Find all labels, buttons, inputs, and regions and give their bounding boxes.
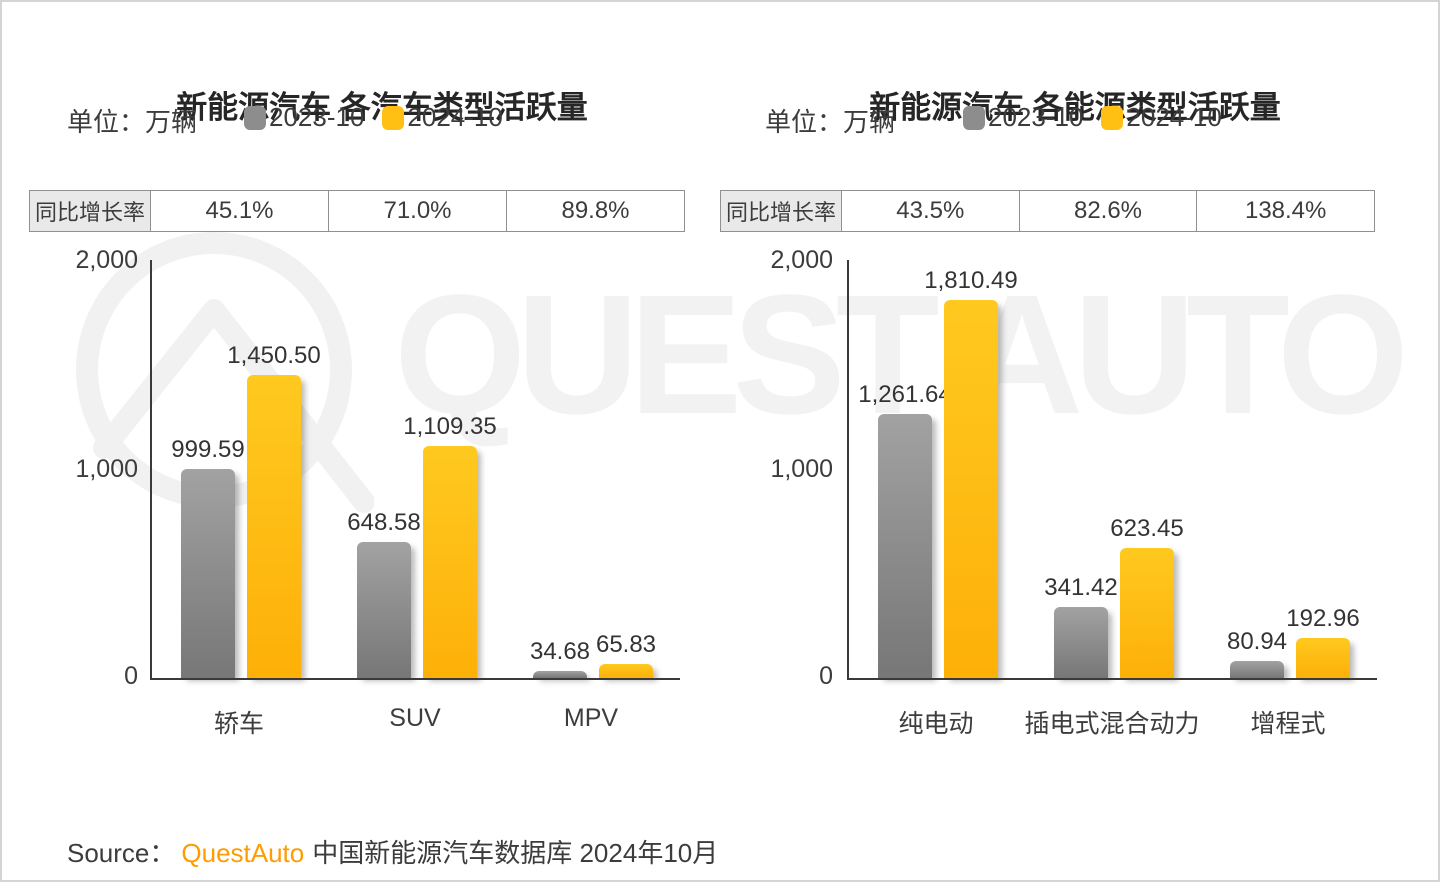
bar-group: 80.94 192.96 xyxy=(1227,605,1360,678)
growth-rate-cell: 82.6% xyxy=(1020,191,1198,231)
legend-item-2024: 2024-10 xyxy=(1101,102,1222,133)
x-axis-category: MPV xyxy=(563,704,619,732)
bar-group: 648.58 1,109.35 xyxy=(347,413,497,678)
plot-area-vehicle-type: 999.59 1,450.50 648.58 1,109.35 34.68 65… xyxy=(150,260,680,680)
x-axis-category: SUV xyxy=(389,704,441,732)
source-label: Source： xyxy=(67,838,176,868)
x-axis-category: 增程式 xyxy=(1250,710,1326,738)
bar-value-label: 34.68 xyxy=(529,637,591,665)
y-axis-tick: 0 xyxy=(819,662,833,690)
unit-label: 单位：万辆 xyxy=(67,107,198,137)
legend-swatch-2023-icon xyxy=(244,105,266,130)
source-line: Source： QuestAuto 中国新能源汽车数据库 2024年10月 xyxy=(67,833,718,870)
bar-value-label: 1,450.50 xyxy=(227,341,321,369)
unit-label: 单位：万辆 xyxy=(765,107,896,137)
growth-rate-header: 同比增长率 xyxy=(721,191,842,231)
y-axis-tick: 1,000 xyxy=(75,455,138,483)
bar-group: 999.59 1,450.50 xyxy=(171,342,321,678)
legend-item-2023: 2023-10 xyxy=(963,102,1083,133)
bar-group: 341.42 623.45 xyxy=(1044,515,1184,678)
growth-rate-cell: 43.5% xyxy=(842,191,1020,231)
bar-value-label: 1,109.35 xyxy=(403,413,497,441)
bar-group: 34.68 65.83 xyxy=(530,631,656,678)
bar-2023: 341.42 xyxy=(1044,574,1118,678)
y-axis-tick: 0 xyxy=(124,662,138,690)
bar-value-label: 1,810.49 xyxy=(924,266,1018,294)
bar-2024: 192.96 xyxy=(1286,605,1360,678)
x-axis-category: 插电式混合动力 xyxy=(1024,710,1200,738)
bar-2023: 80.94 xyxy=(1227,628,1287,678)
growth-rate-table: 同比增长率 43.5% 82.6% 138.4% xyxy=(720,190,1375,232)
legend-swatch-2023-icon xyxy=(963,105,985,130)
bar-value-label: 648.58 xyxy=(347,509,421,537)
legend: 2023-10 2024-10 xyxy=(963,102,1222,133)
legend-swatch-2024-icon xyxy=(382,105,405,130)
bar-value-label: 623.45 xyxy=(1110,514,1184,542)
bar-group: 1,261.64 1,810.49 xyxy=(858,267,1018,678)
growth-rate-cell: 45.1% xyxy=(151,191,329,231)
bar-value-label: 80.94 xyxy=(1226,628,1288,656)
legend-label-2024: 2024-10 xyxy=(407,102,503,132)
plot-area-energy-type: 1,261.64 1,810.49 341.42 623.45 80.94 19… xyxy=(847,260,1377,680)
y-axis-tick: 2,000 xyxy=(75,246,138,274)
bar-2023: 648.58 xyxy=(347,509,421,678)
bar-value-label: 341.42 xyxy=(1044,573,1118,601)
growth-rate-header: 同比增长率 xyxy=(30,191,151,231)
questauto-text-watermark: QUEST AUTO xyxy=(394,260,1409,450)
source-brand: QuestAuto xyxy=(181,838,305,868)
x-axis-category: 纯电动 xyxy=(898,710,974,738)
growth-rate-cell: 71.0% xyxy=(329,191,507,231)
growth-rate-cell: 138.4% xyxy=(1244,197,1327,224)
legend-item-2024: 2024-10 xyxy=(382,102,503,133)
legend-swatch-2024-icon xyxy=(1101,105,1124,130)
bar-value-label: 999.59 xyxy=(171,436,245,464)
legend-label-2024: 2024-10 xyxy=(1126,102,1222,132)
legend: 2023-10 2024-10 xyxy=(244,102,503,133)
bar-2024: 1,810.49 xyxy=(924,267,1018,678)
bar-2023: 34.68 xyxy=(530,638,590,678)
bar-2023: 999.59 xyxy=(171,436,245,678)
legend-label-2023: 2023-10 xyxy=(988,102,1084,132)
bar-2024: 1,109.35 xyxy=(403,413,497,678)
chart-title-energy-type: 新能源汽车 各能源类型活跃量 xyxy=(869,90,1281,125)
growth-rate-table: 同比增长率 45.1% 71.0% 89.8% xyxy=(29,190,685,232)
growth-rate-cell: 89.8% xyxy=(561,197,630,224)
bar-2024: 1,450.50 xyxy=(227,342,321,678)
bar-2023: 1,261.64 xyxy=(858,381,952,678)
legend-label-2023: 2023-10 xyxy=(269,102,365,132)
y-axis-tick: 2,000 xyxy=(770,246,833,274)
bar-value-label: 65.83 xyxy=(595,631,657,659)
x-axis-category: 轿车 xyxy=(213,710,265,738)
y-axis-tick: 1,000 xyxy=(770,455,833,483)
bar-2024: 623.45 xyxy=(1110,515,1184,678)
source-text: 中国新能源汽车数据库 2024年10月 xyxy=(312,838,719,868)
bar-value-label: 192.96 xyxy=(1286,604,1360,632)
bar-2024: 65.83 xyxy=(596,631,656,678)
bar-value-label: 1,261.64 xyxy=(858,381,952,409)
legend-item-2023: 2023-10 xyxy=(244,102,364,133)
